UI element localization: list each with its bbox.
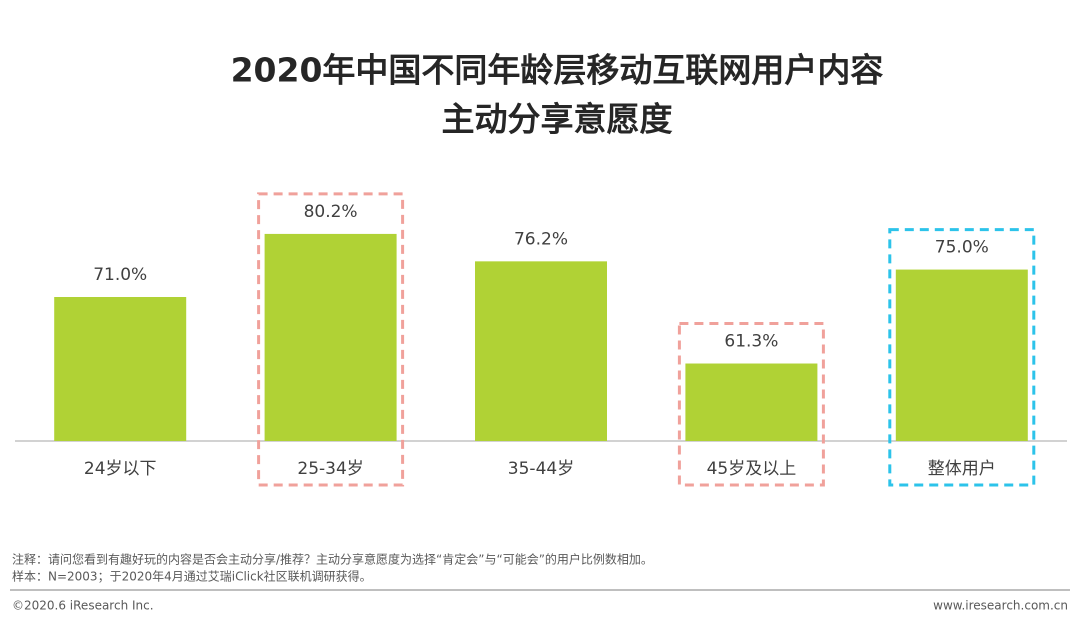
- bar: [264, 233, 397, 441]
- x-tick-label: 整体用户: [928, 459, 996, 479]
- value-label: 80.2%: [304, 202, 358, 222]
- note: 注释：请问您看到有趣好玩的内容是否会主动分享/推荐？主动分享意愿度为选择“肯定会…: [12, 552, 653, 567]
- bar: [685, 363, 818, 441]
- bar: [475, 261, 607, 441]
- chart-title: 2020年中国不同年龄层移动互联网用户内容: [231, 51, 884, 90]
- x-tick-label: 45岁及以上: [707, 459, 797, 479]
- value-label: 76.2%: [514, 229, 568, 249]
- highlight-box: [257, 192, 405, 487]
- copyright: ©2020.6 iResearch Inc.: [12, 599, 154, 613]
- value-label: 75.0%: [935, 238, 989, 258]
- highlight-box: [677, 322, 825, 487]
- value-label: 71.0%: [93, 265, 147, 285]
- value-label: 61.3%: [724, 332, 778, 352]
- highlight-box: [888, 228, 1036, 487]
- bar: [54, 297, 187, 441]
- note: 样本：N=2003；于2020年4月通过艾瑞iClick社区联机调研获得。: [12, 569, 372, 584]
- x-tick-label: 24岁以下: [84, 459, 157, 479]
- website: www.iresearch.com.cn: [933, 599, 1068, 613]
- x-tick-label: 25-34岁: [297, 459, 363, 479]
- chart-title: 主动分享意愿度: [442, 100, 673, 139]
- bar: [895, 269, 1028, 441]
- x-tick-label: 35-44岁: [508, 459, 574, 479]
